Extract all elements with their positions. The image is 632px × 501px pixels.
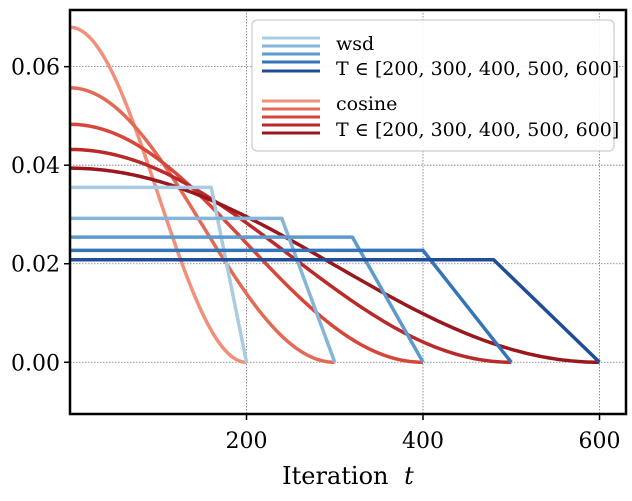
plot-frame [68, 8, 628, 416]
y-tick-label: 0.00 [11, 351, 60, 376]
cosine-line-T300 [69, 86, 336, 365]
legend: wsd T ∈ [200, 300, 400, 500, 600] cosine T … [251, 19, 619, 152]
legend-wsd-T-label: T ∈ [200, 300, 400, 500, 600] [336, 58, 619, 80]
legend-box [251, 19, 615, 152]
x-axis-label-text: Iteration [282, 462, 388, 490]
cosine-line-T200 [69, 25, 248, 365]
legend-cosine-T-label: T ∈ [200, 300, 400, 500, 600] [336, 119, 619, 141]
wsd-line-T300 [70, 216, 337, 363]
y-tick-label: 0.04 [11, 154, 60, 179]
cosine-line-T400 [69, 122, 424, 365]
wsd-line-T600 [70, 258, 601, 364]
y-tick-label: 0.02 [11, 253, 60, 278]
legend-cosine-label: cosine [336, 93, 397, 115]
x-tick-label: 200 [226, 429, 268, 454]
x-tick-label: 400 [402, 429, 444, 454]
cosine-line-T600 [69, 166, 600, 365]
wsd-line-T200 [70, 185, 249, 363]
cosine-line-T500 [69, 147, 512, 365]
x-axis-label-var: t [404, 462, 414, 490]
wsd-line-T500 [70, 248, 513, 364]
wsd-line-T400 [70, 235, 425, 364]
series-group [69, 25, 601, 365]
ticks: 200 400 600 0.00 0.02 0.04 0.06 [11, 56, 621, 454]
y-tick-label: 0.06 [11, 56, 60, 81]
x-axis-label: Iteration t [282, 462, 414, 490]
x-tick-label: 600 [579, 429, 621, 454]
legend-wsd-label: wsd [336, 33, 374, 55]
